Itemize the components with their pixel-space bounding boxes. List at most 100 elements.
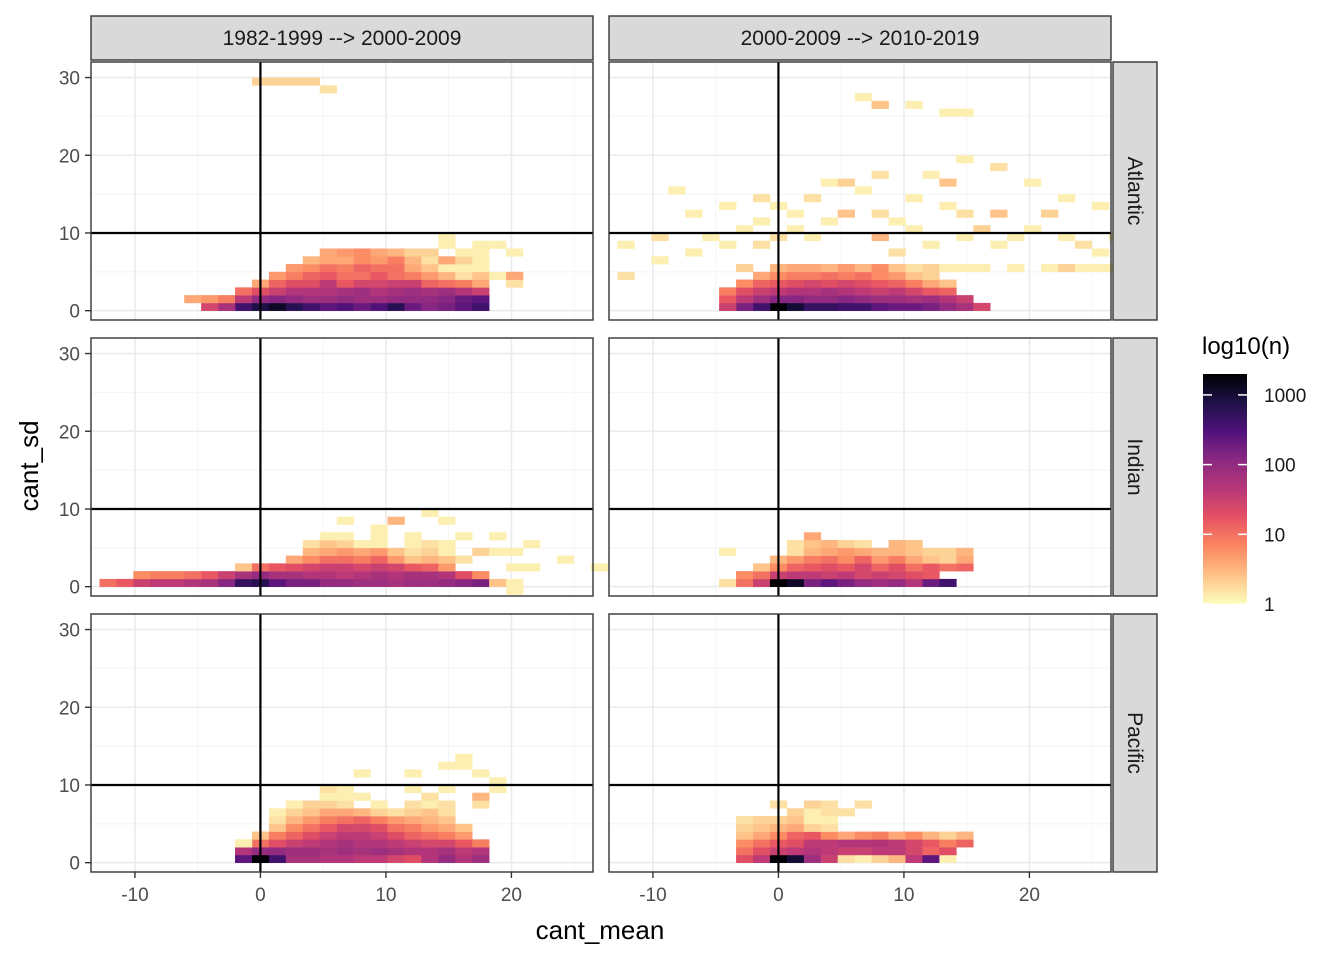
heatmap-tile	[990, 163, 1008, 172]
heatmap-tile	[820, 816, 839, 825]
heatmap-tile	[820, 547, 839, 556]
heatmap-tile	[336, 532, 354, 541]
heatmap-tile	[302, 808, 321, 817]
heatmap-tile	[786, 209, 805, 218]
heatmap-tile	[404, 248, 422, 257]
heatmap-tile	[820, 295, 839, 304]
heatmap-tile	[905, 578, 923, 587]
heatmap-tile	[421, 279, 439, 288]
legend-colorbar	[1203, 374, 1247, 604]
heatmap-tile	[854, 839, 872, 848]
heatmap-tile	[803, 571, 822, 580]
heatmap-tile	[353, 271, 371, 280]
heatmap-tile	[404, 831, 422, 840]
heatmap-tile	[421, 256, 439, 265]
heatmap-tile	[235, 847, 253, 856]
facet-strip-label: Pacific	[1123, 712, 1146, 774]
facet-panel-pacific-1	[90, 613, 594, 873]
legend-title: log10(n)	[1202, 333, 1290, 360]
heatmap-tile	[837, 854, 855, 863]
heatmap-tile	[956, 302, 974, 311]
heatmap-tile	[905, 100, 923, 109]
heatmap-tile	[786, 547, 805, 556]
heatmap-tile	[956, 547, 974, 556]
legend-label: 1	[1264, 595, 1275, 616]
heatmap-tile	[956, 155, 974, 164]
heatmap-tile	[285, 571, 304, 580]
heatmap-tile	[472, 571, 490, 580]
heatmap-tile	[421, 287, 439, 296]
heatmap-tile	[370, 524, 388, 533]
heatmap-tile	[753, 847, 771, 856]
heatmap-tile	[319, 85, 337, 94]
heatmap-tile	[370, 823, 388, 832]
heatmap-tile	[268, 847, 287, 856]
heatmap-tile	[905, 847, 923, 856]
heatmap-tile	[336, 854, 354, 863]
heatmap-tile	[387, 847, 405, 856]
heatmap-tile	[786, 555, 805, 564]
heatmap-tile	[786, 831, 805, 840]
heatmap-tile	[973, 264, 991, 273]
heatmap-tile	[786, 847, 805, 856]
heatmap-tile	[438, 839, 456, 848]
heatmap-tile	[404, 555, 422, 564]
heatmap-tile	[268, 823, 287, 832]
heatmap-tile	[387, 831, 405, 840]
heatmap-tile	[871, 831, 889, 840]
heatmap-tile	[319, 816, 337, 825]
heatmap-tile	[336, 839, 354, 848]
x-tick-label: 20	[1019, 885, 1040, 906]
heatmap-tile	[506, 586, 524, 595]
heatmap-tile	[803, 287, 822, 296]
heatmap-tile	[956, 209, 974, 218]
heatmap-tile	[472, 769, 490, 778]
heatmap-tile	[302, 563, 321, 572]
heatmap-tile	[285, 823, 304, 832]
heatmap-tile	[786, 225, 805, 234]
heatmap-tile	[786, 816, 805, 825]
heatmap-tile	[803, 823, 822, 832]
heatmap-tile	[387, 287, 405, 296]
heatmap-tile	[268, 816, 287, 825]
heatmap-tile	[753, 831, 771, 840]
heatmap-tile	[753, 240, 771, 249]
heatmap-tile	[302, 77, 321, 86]
heatmap-tile	[736, 847, 754, 856]
heatmap-tile	[438, 256, 456, 265]
heatmap-tile	[523, 540, 541, 549]
heatmap-tile	[353, 256, 371, 265]
heatmap-tile	[370, 287, 388, 296]
heatmap-tile	[854, 271, 872, 280]
heatmap-tile	[302, 264, 321, 273]
heatmap-tile	[753, 279, 771, 288]
heatmap-tile	[820, 540, 839, 549]
y-tick-label: 30	[59, 345, 80, 366]
heatmap-tile	[455, 295, 473, 304]
heatmap-tile	[489, 271, 507, 280]
heatmap-tile	[905, 302, 923, 311]
heatmap-tile	[506, 547, 524, 556]
heatmap-tile	[285, 800, 304, 809]
heatmap-tile	[421, 271, 439, 280]
heatmap-tile	[455, 753, 473, 762]
heatmap-tile	[1074, 240, 1093, 249]
heatmap-tile	[353, 571, 371, 580]
heatmap-tile	[719, 295, 737, 304]
heatmap-tile	[455, 248, 473, 257]
heatmap-tile	[871, 839, 889, 848]
heatmap-tile	[803, 578, 822, 587]
heatmap-tile	[235, 839, 253, 848]
heatmap-tile	[336, 295, 354, 304]
heatmap-tile	[319, 800, 337, 809]
heatmap-tile	[871, 555, 889, 564]
heatmap-tile	[370, 547, 388, 556]
heatmap-tile	[421, 847, 439, 856]
heatmap-tile	[753, 287, 771, 296]
heatmap-tile	[820, 217, 839, 226]
heatmap-tile	[837, 302, 855, 311]
heatmap-tile	[786, 854, 805, 863]
heatmap-tile	[235, 578, 253, 587]
heatmap-tile	[854, 279, 872, 288]
heatmap-tile	[150, 571, 168, 580]
